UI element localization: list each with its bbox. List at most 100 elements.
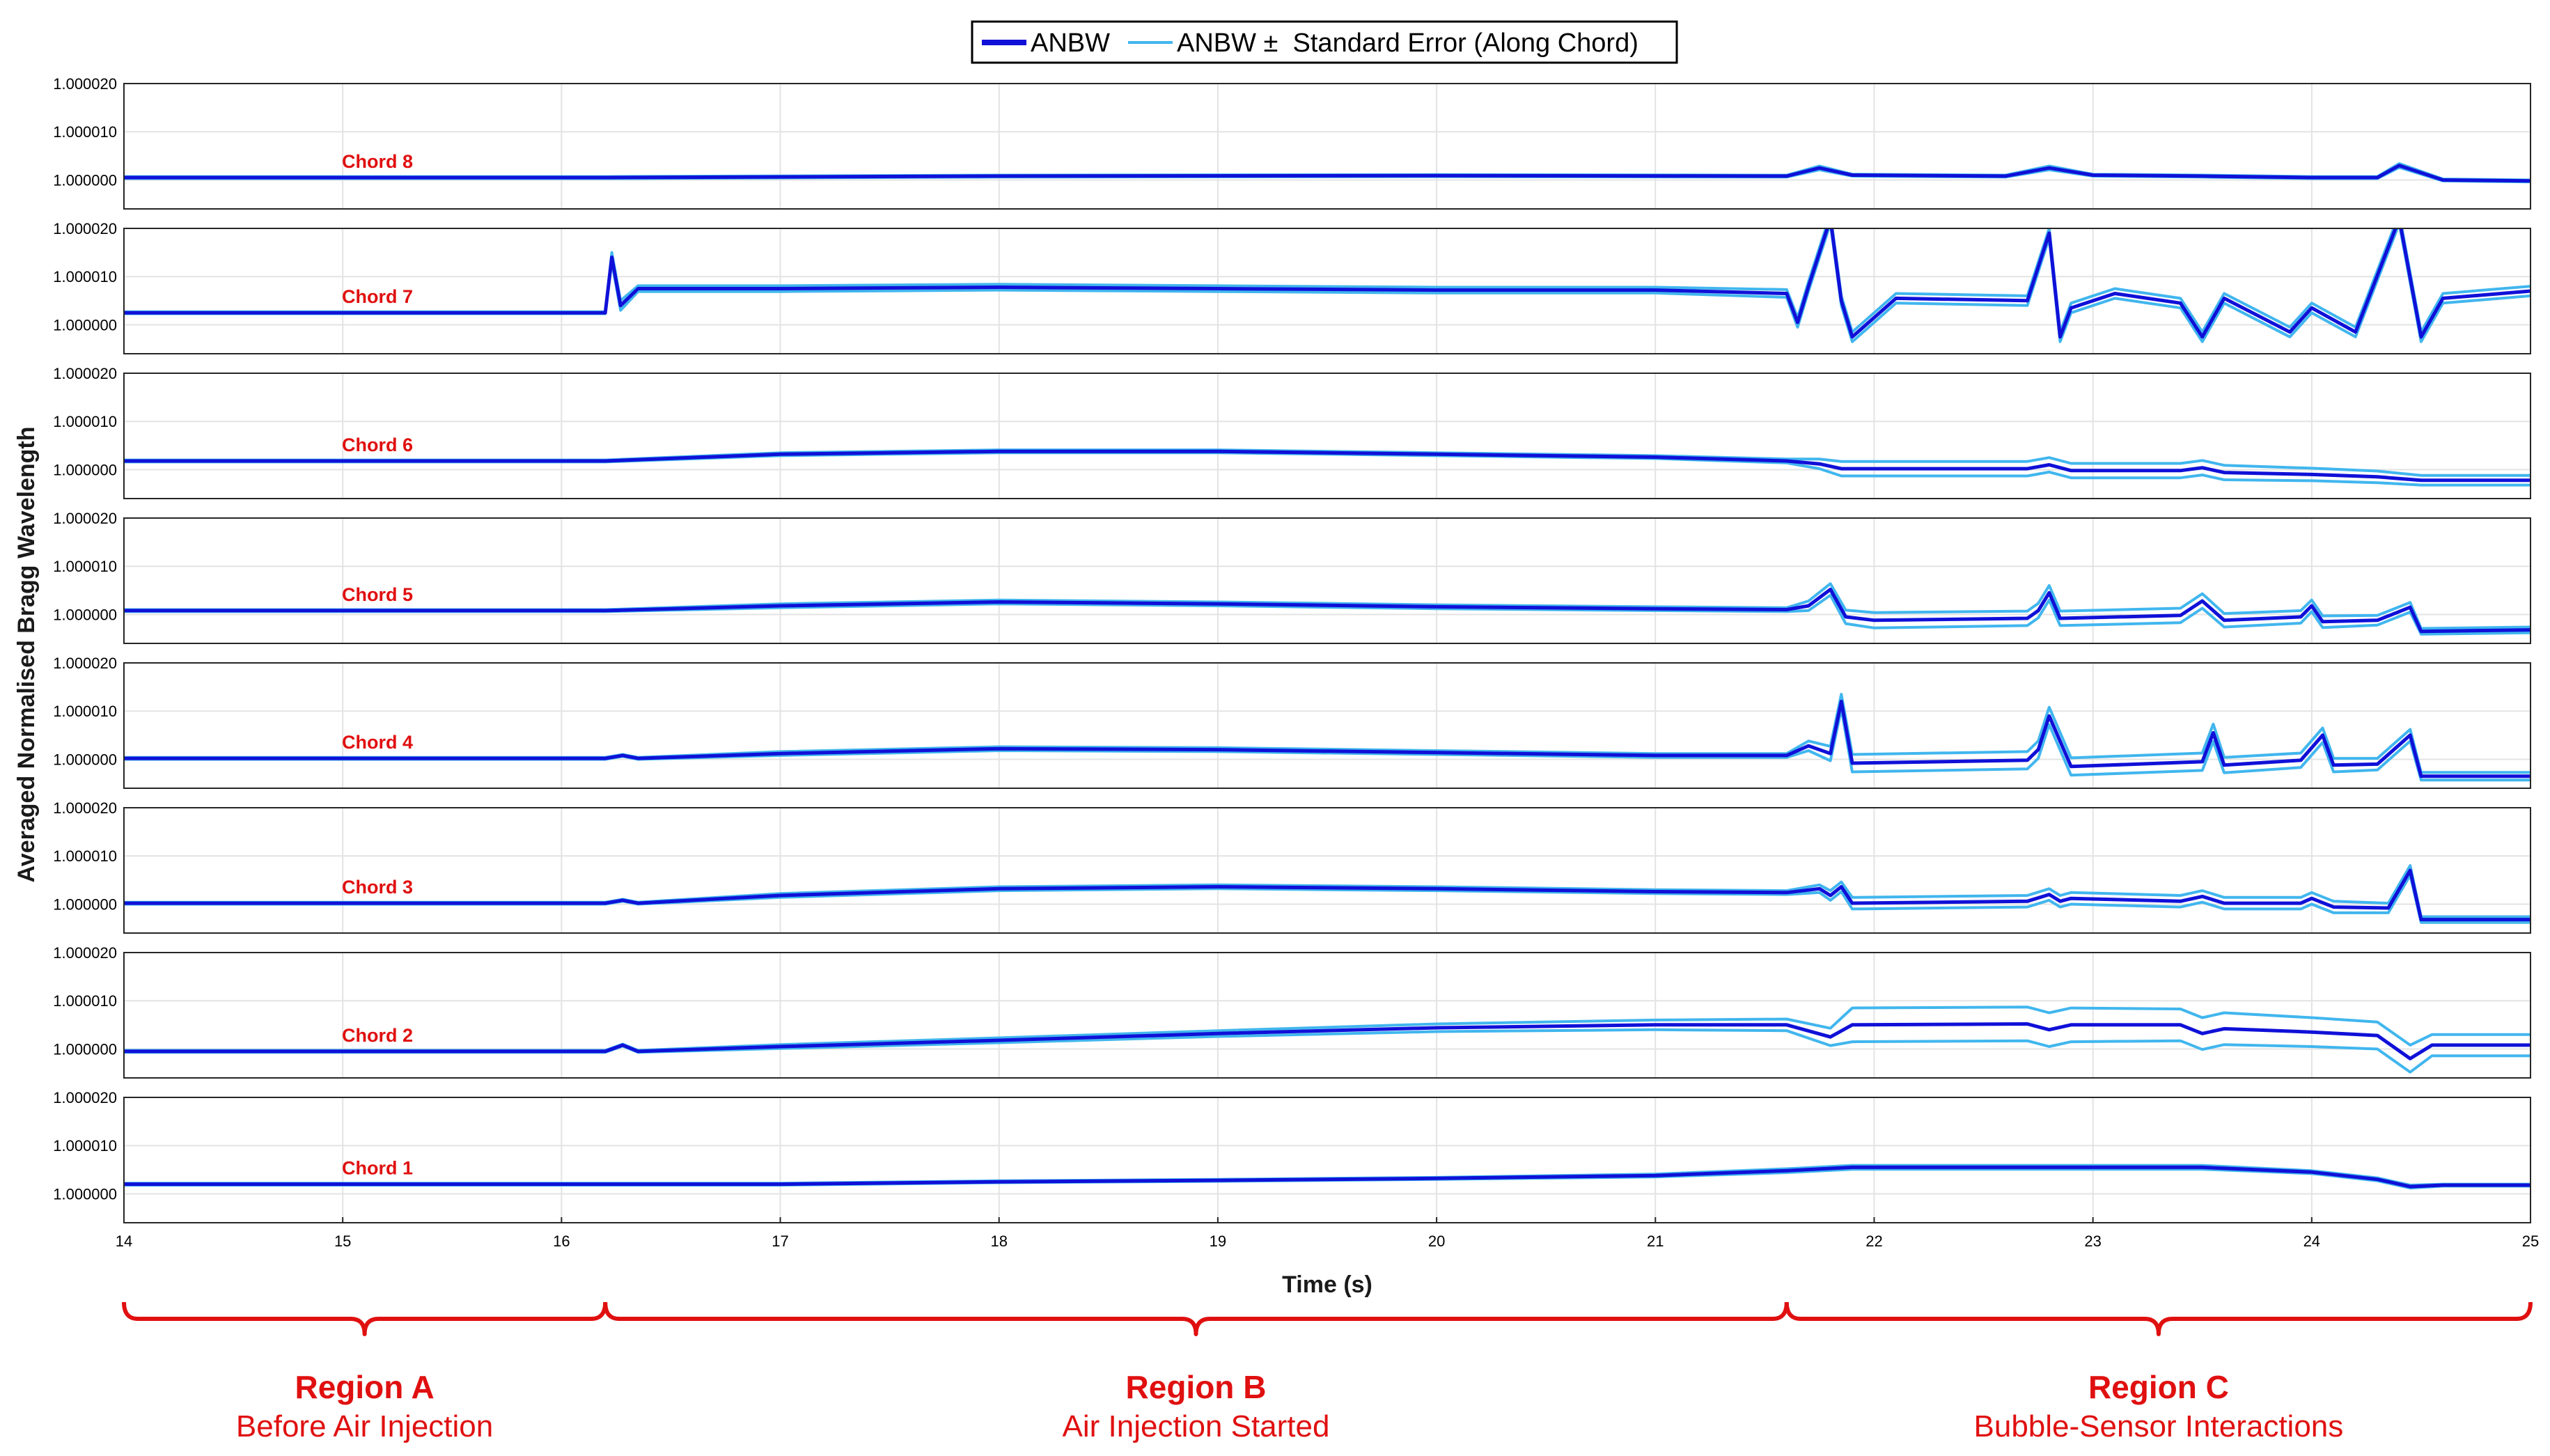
y-tick-label: 1.000010 bbox=[53, 123, 117, 141]
chord-panel: 1.000000 1.000010 1.000020 Chord 4 bbox=[53, 655, 2531, 789]
anbw-line bbox=[124, 588, 2531, 634]
panel-series bbox=[124, 582, 2531, 636]
y-tick-label: 1.000010 bbox=[53, 847, 117, 865]
panel-series bbox=[124, 1164, 2531, 1190]
x-tick-label: 24 bbox=[2303, 1232, 2320, 1250]
anbw-line bbox=[124, 868, 2531, 922]
x-tick-label: 23 bbox=[2084, 1232, 2101, 1250]
x-tick-label: 16 bbox=[553, 1232, 570, 1250]
chord-label: Chord 5 bbox=[342, 584, 413, 605]
chord-panel: 1.000000 1.000010 1.000020 Chord 3 bbox=[53, 799, 2531, 934]
y-tick-label: 1.000000 bbox=[53, 606, 117, 623]
chord-label: Chord 8 bbox=[342, 151, 413, 172]
region-title: Region B bbox=[1126, 1369, 1267, 1405]
x-axis-title: Time (s) bbox=[1282, 1271, 1372, 1298]
y-tick-label: 1.000020 bbox=[53, 1089, 117, 1106]
stderr-upper-line bbox=[124, 864, 2531, 918]
chord-label: Chord 3 bbox=[342, 877, 413, 898]
panel-frame bbox=[123, 228, 2531, 354]
region-bracket bbox=[603, 1301, 1789, 1336]
chord-panel: 1.000000 1.000010 1.000020 Chord 7 bbox=[53, 220, 2531, 354]
panel-frame bbox=[123, 662, 2531, 789]
y-tick-label: 1.000000 bbox=[53, 1185, 117, 1203]
chord-label: Chord 2 bbox=[342, 1025, 413, 1046]
y-tick-label: 1.000010 bbox=[53, 703, 117, 720]
region-annotation: Region A Before Air Injection bbox=[122, 1301, 608, 1443]
region-title: Region C bbox=[2088, 1369, 2229, 1405]
region-title: Region A bbox=[295, 1369, 435, 1405]
panel-background bbox=[124, 518, 2531, 643]
panel-series bbox=[124, 693, 2531, 782]
x-tick-label: 18 bbox=[990, 1232, 1007, 1250]
x-tick-label: 22 bbox=[1865, 1232, 1882, 1250]
stderr-lower-line bbox=[124, 707, 2531, 782]
legend-stderr-label: ANBW ± Standard Error (Along Chord) bbox=[1177, 29, 1638, 58]
panel-series bbox=[124, 1005, 2531, 1074]
panel-frame bbox=[123, 517, 2531, 644]
y-tick-label: 1.000000 bbox=[53, 1040, 117, 1058]
chord-panel: 1.000000 1.000010 1.000020 Chord 5 bbox=[53, 510, 2531, 644]
chord-label: Chord 4 bbox=[342, 732, 413, 753]
stderr-upper-line bbox=[124, 693, 2531, 774]
y-tick-label: 1.000010 bbox=[53, 992, 117, 1010]
y-tick-label: 1.000000 bbox=[53, 316, 117, 334]
legend: ANBW ANBW ± Standard Error (Along Chord) bbox=[971, 20, 1678, 64]
stderr-lower-line bbox=[124, 228, 2531, 343]
stderr-lower-line bbox=[124, 873, 2531, 924]
region-subtitle: Before Air Injection bbox=[236, 1409, 493, 1443]
x-tick-label: 19 bbox=[1210, 1232, 1226, 1250]
y-tick-label: 1.000020 bbox=[53, 365, 117, 382]
anbw-line bbox=[124, 449, 2531, 483]
x-tick-label: 15 bbox=[334, 1232, 351, 1250]
y-tick-label: 1.000020 bbox=[53, 510, 117, 527]
region-subtitle: Air Injection Started bbox=[1063, 1409, 1330, 1443]
x-tick-label: 20 bbox=[1428, 1232, 1445, 1250]
y-tick-label: 1.000020 bbox=[53, 799, 117, 817]
y-tick-label: 1.000020 bbox=[53, 220, 117, 237]
panel-series bbox=[124, 864, 2531, 924]
y-tick-label: 1.000020 bbox=[53, 75, 117, 93]
chord-label: Chord 6 bbox=[342, 435, 413, 455]
panel-series bbox=[124, 162, 2531, 184]
x-tick-label: 25 bbox=[2522, 1232, 2539, 1250]
anbw-line bbox=[124, 228, 2531, 339]
region-annotations: Region A Before Air Injection Region B Air … bbox=[122, 1301, 2533, 1443]
x-tick-label: 14 bbox=[116, 1232, 132, 1250]
chord-label: Chord 1 bbox=[342, 1158, 413, 1179]
y-tick-label: 1.000000 bbox=[53, 751, 117, 768]
region-bracket bbox=[122, 1301, 608, 1336]
panel-background bbox=[124, 373, 2531, 499]
stderr-lower-line bbox=[124, 593, 2531, 636]
chord-panel: 1.000000 1.000010 1.000020 Chord 6 bbox=[53, 365, 2531, 499]
anbw-line bbox=[124, 699, 2531, 778]
x-tick-label: 21 bbox=[1647, 1232, 1664, 1250]
y-tick-label: 1.000020 bbox=[53, 655, 117, 672]
chord-panel: 1.000000 1.000010 1.000020 Chord 1 14 15 16 17 1… bbox=[53, 1089, 2539, 1250]
panel-series bbox=[124, 228, 2531, 343]
panel-frame bbox=[123, 807, 2531, 934]
x-tick-label: 17 bbox=[772, 1232, 788, 1250]
region-annotation: Region B Air Injection Started bbox=[603, 1301, 1789, 1443]
region-bracket bbox=[1784, 1301, 2533, 1336]
legend-box bbox=[971, 20, 1678, 64]
stderr-upper-line bbox=[124, 582, 2531, 630]
chord-label: Chord 7 bbox=[342, 286, 413, 307]
panel-frame bbox=[123, 373, 2531, 499]
y-tick-label: 1.000000 bbox=[53, 171, 117, 189]
panel-background bbox=[124, 808, 2531, 933]
y-tick-label: 1.000020 bbox=[53, 944, 117, 962]
y-tick-label: 1.000010 bbox=[53, 413, 117, 430]
chord-panel: 1.000000 1.000010 1.000020 Chord 8 bbox=[53, 75, 2531, 210]
panel-frame bbox=[123, 952, 2531, 1079]
panel-background bbox=[124, 953, 2531, 1078]
y-tick-label: 1.000000 bbox=[53, 895, 117, 913]
panel-frame bbox=[123, 1097, 2531, 1223]
y-axis-title: Averaged Normalised Bragg Wavelength bbox=[13, 427, 40, 883]
y-tick-label: 1.000010 bbox=[53, 558, 117, 575]
panel-background bbox=[124, 84, 2531, 209]
panel-series bbox=[124, 448, 2531, 487]
anbw-line bbox=[124, 164, 2531, 183]
region-subtitle: Bubble-Sensor Interactions bbox=[1974, 1409, 2344, 1443]
